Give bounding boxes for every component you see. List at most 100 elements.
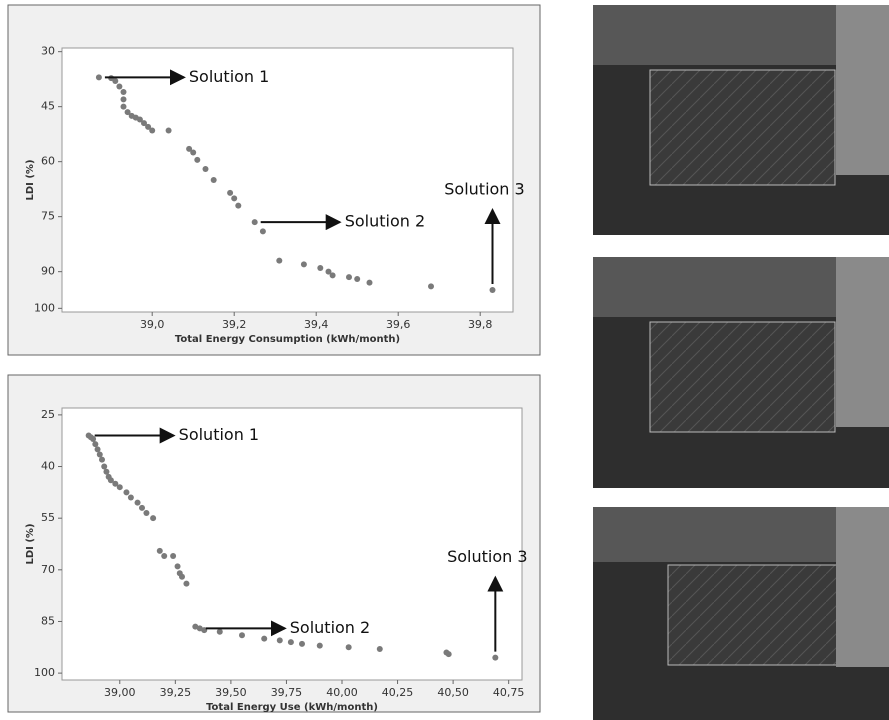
point <box>210 177 217 183</box>
x-tick-label: 39,75 <box>271 686 303 699</box>
x-tick-label: 39,6 <box>386 318 411 331</box>
point <box>259 228 266 235</box>
y-axis-label: LDI (%) <box>25 159 36 200</box>
y-tick-label: 100 <box>34 666 55 679</box>
y-tick-label: 45 <box>41 100 55 113</box>
x-axis-label: Total Energy Use (kWh/month) <box>206 702 378 713</box>
point <box>143 510 150 517</box>
point <box>101 463 108 470</box>
plot-area <box>61 47 514 313</box>
rendering <box>593 5 889 720</box>
x-tick-label: 39,4 <box>304 318 329 331</box>
annotation: Solution 3 <box>447 547 527 566</box>
point <box>139 504 145 511</box>
point <box>276 257 283 264</box>
point <box>103 468 110 475</box>
point <box>428 283 434 290</box>
point <box>346 274 352 281</box>
y-tick-label: 30 <box>41 45 55 58</box>
point <box>316 642 323 649</box>
point <box>216 628 223 635</box>
point <box>112 78 119 84</box>
point <box>201 627 208 634</box>
point <box>376 646 383 653</box>
point <box>94 446 101 453</box>
point <box>235 202 242 209</box>
point <box>287 639 294 646</box>
point <box>261 635 268 642</box>
point <box>194 156 201 163</box>
point <box>299 640 305 647</box>
y-tick-label: 85 <box>41 614 55 627</box>
point <box>325 268 332 275</box>
point <box>227 189 234 196</box>
y-tick-label: 25 <box>41 408 55 421</box>
point <box>489 287 496 293</box>
point <box>120 103 127 110</box>
point <box>123 489 130 496</box>
annotation: Solution 1 <box>189 67 269 86</box>
point <box>150 515 157 522</box>
point <box>145 123 152 130</box>
point <box>317 265 324 271</box>
point <box>116 83 123 90</box>
point <box>156 547 163 554</box>
y-tick-label: 70 <box>41 563 55 576</box>
point <box>92 441 99 448</box>
point <box>134 499 141 506</box>
point <box>112 480 119 487</box>
x-tick-label: 39,25 <box>160 686 192 699</box>
point <box>120 96 127 103</box>
point <box>161 553 168 560</box>
y-tick-label: 40 <box>41 460 55 473</box>
x-axis-label: Total Energy Consumption (kWh/month) <box>175 334 400 345</box>
point <box>183 580 190 587</box>
y-tick-label: 55 <box>41 511 55 524</box>
point <box>251 219 258 226</box>
point <box>190 149 197 156</box>
x-tick-label: 40,25 <box>382 686 414 699</box>
x-tick-label: 40,00 <box>326 686 358 699</box>
point <box>354 276 361 282</box>
point <box>202 166 209 172</box>
point <box>186 145 193 152</box>
point <box>116 484 123 491</box>
point <box>445 651 452 658</box>
plot-area <box>61 407 523 681</box>
point <box>141 120 147 127</box>
point <box>329 272 336 279</box>
x-tick-label: 39,2 <box>222 318 247 331</box>
y-axis-label: LDI (%) <box>25 523 36 564</box>
point <box>95 74 102 81</box>
y-tick-label: 90 <box>41 265 55 278</box>
point <box>165 127 172 134</box>
point <box>345 644 352 651</box>
point <box>174 563 181 570</box>
annotation: Solution 1 <box>179 425 259 444</box>
x-tick-label: 39,50 <box>215 686 247 699</box>
point <box>149 127 156 134</box>
annotation: Solution 3 <box>444 180 524 199</box>
x-tick-label: 40,50 <box>437 686 469 699</box>
annotation: Solution 2 <box>345 212 425 231</box>
x-tick-label: 40,75 <box>493 686 525 699</box>
point <box>231 195 238 202</box>
point <box>276 637 283 644</box>
point <box>99 456 105 463</box>
point <box>107 477 114 484</box>
point <box>120 89 127 95</box>
point <box>124 109 131 116</box>
point <box>366 279 373 286</box>
x-tick-label: 39,8 <box>468 318 493 331</box>
point <box>179 573 185 580</box>
annotation: Solution 2 <box>290 618 370 637</box>
point <box>239 632 245 639</box>
point <box>90 435 97 442</box>
y-tick-label: 60 <box>41 155 55 168</box>
y-tick-label: 75 <box>41 210 55 223</box>
point <box>96 451 103 458</box>
point <box>300 261 307 268</box>
point <box>127 494 134 501</box>
point <box>136 116 143 123</box>
